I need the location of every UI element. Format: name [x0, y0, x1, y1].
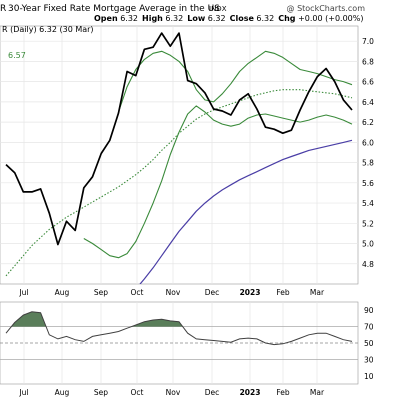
moving-average-long-line: [139, 139, 353, 284]
x-tick-label: Feb: [276, 388, 290, 397]
quote-item: Open 6.32: [94, 14, 138, 23]
rsi-y-tick-label: 70: [364, 323, 374, 332]
y-tick-label: 5.2: [362, 219, 374, 228]
quote-item: Chg +0.00 (+0.00%): [278, 14, 363, 23]
chart-title: 30-Year Fixed Rate Mortgage Average in t…: [8, 4, 220, 14]
price-line: [5, 32, 353, 246]
rsi-y-tick-label: 10: [364, 372, 374, 381]
rsi-y-axis: 10 30 50 70 90: [364, 306, 374, 381]
ma-value-label: 6.57: [8, 51, 26, 60]
rsi-panel: 10 30 50 70 90: [0, 301, 374, 385]
x-tick-label: Feb: [276, 288, 290, 297]
y-tick-label: 7.0: [362, 37, 374, 46]
rsi-panel-frame: [0, 301, 359, 385]
x-tick-label: Aug: [55, 288, 70, 297]
quote-row: Open 6.32 High 6.32 Low 6.32 Close 6.32 …: [94, 14, 364, 23]
x-tick-label: Mar: [310, 288, 325, 297]
x-tick-label: Nov: [166, 388, 181, 397]
main-grid: [0, 26, 358, 284]
y-tick-label: 6.2: [362, 118, 374, 127]
main-price-panel: 4.8 5.0 5.2 5.4 5.6 5.8 6.0 6.2 6.4 6.6 6.8 7.0 R (…: [0, 25, 374, 285]
bollinger-upper-line: [117, 50, 353, 113]
x-tick-label: Jul: [18, 288, 28, 297]
rsi-y-tick-label: 90: [364, 306, 374, 315]
main-y-axis: 4.8 5.0 5.2 5.4 5.6 5.8 6.0 6.2 6.4 6.6 6.8 7.0: [362, 37, 374, 269]
x-tick-label: Nov: [166, 288, 181, 297]
rsi-y-tick-label: 30: [364, 355, 374, 364]
y-tick-label: 6.8: [362, 57, 374, 66]
rsi-overbought-fill: [11, 311, 47, 327]
x-tick-label: Aug: [55, 388, 70, 397]
quote-item: Low 6.32: [187, 14, 225, 23]
y-tick-label: 5.6: [362, 179, 374, 188]
x-tick-label: Jul: [18, 388, 28, 397]
watermark: @ StockCharts.com: [287, 4, 366, 13]
x-tick-label: Sep: [94, 388, 108, 397]
x-tick-label: Dec: [205, 288, 220, 297]
x-tick-label: Mar: [310, 388, 325, 397]
header: R 30-Year Fixed Rate Mortgage Average in…: [0, 4, 365, 23]
main-panel-frame: [0, 25, 359, 285]
x-tick-label: Oct: [131, 388, 144, 397]
main-series: [5, 32, 353, 284]
x-tick-label: 2023: [240, 288, 261, 297]
x-axis-main: Jul Aug Sep Oct Nov Dec 2023 Feb Mar: [18, 288, 325, 297]
rsi-y-tick-label: 50: [364, 339, 374, 348]
x-tick-label: Oct: [131, 288, 144, 297]
quote-item: Close 6.32: [230, 14, 275, 23]
y-tick-label: 6.6: [362, 78, 374, 87]
y-tick-label: 4.8: [362, 260, 374, 269]
y-tick-label: 5.0: [362, 240, 374, 249]
y-tick-label: 6.4: [362, 98, 374, 107]
rsi-series: [5, 311, 353, 346]
x-axis-rsi: Jul Aug Sep Oct Nov Dec 2023 Feb Mar: [18, 388, 325, 397]
x-tick-label: Sep: [94, 288, 108, 297]
bollinger-lower-line: [83, 105, 353, 259]
x-tick-label: Dec: [205, 388, 220, 397]
title-prefix: R: [0, 4, 6, 14]
index-symbol: INDX: [209, 5, 227, 13]
y-tick-label: 5.4: [362, 199, 374, 208]
quote-item: High 6.32: [142, 14, 183, 23]
rsi-line: [5, 311, 353, 346]
series-readout: R (Daily) 6.32 (30 Mar): [2, 25, 94, 34]
y-tick-label: 6.0: [362, 138, 374, 147]
y-tick-label: 5.8: [362, 159, 374, 168]
x-tick-label: 2023: [240, 388, 261, 397]
